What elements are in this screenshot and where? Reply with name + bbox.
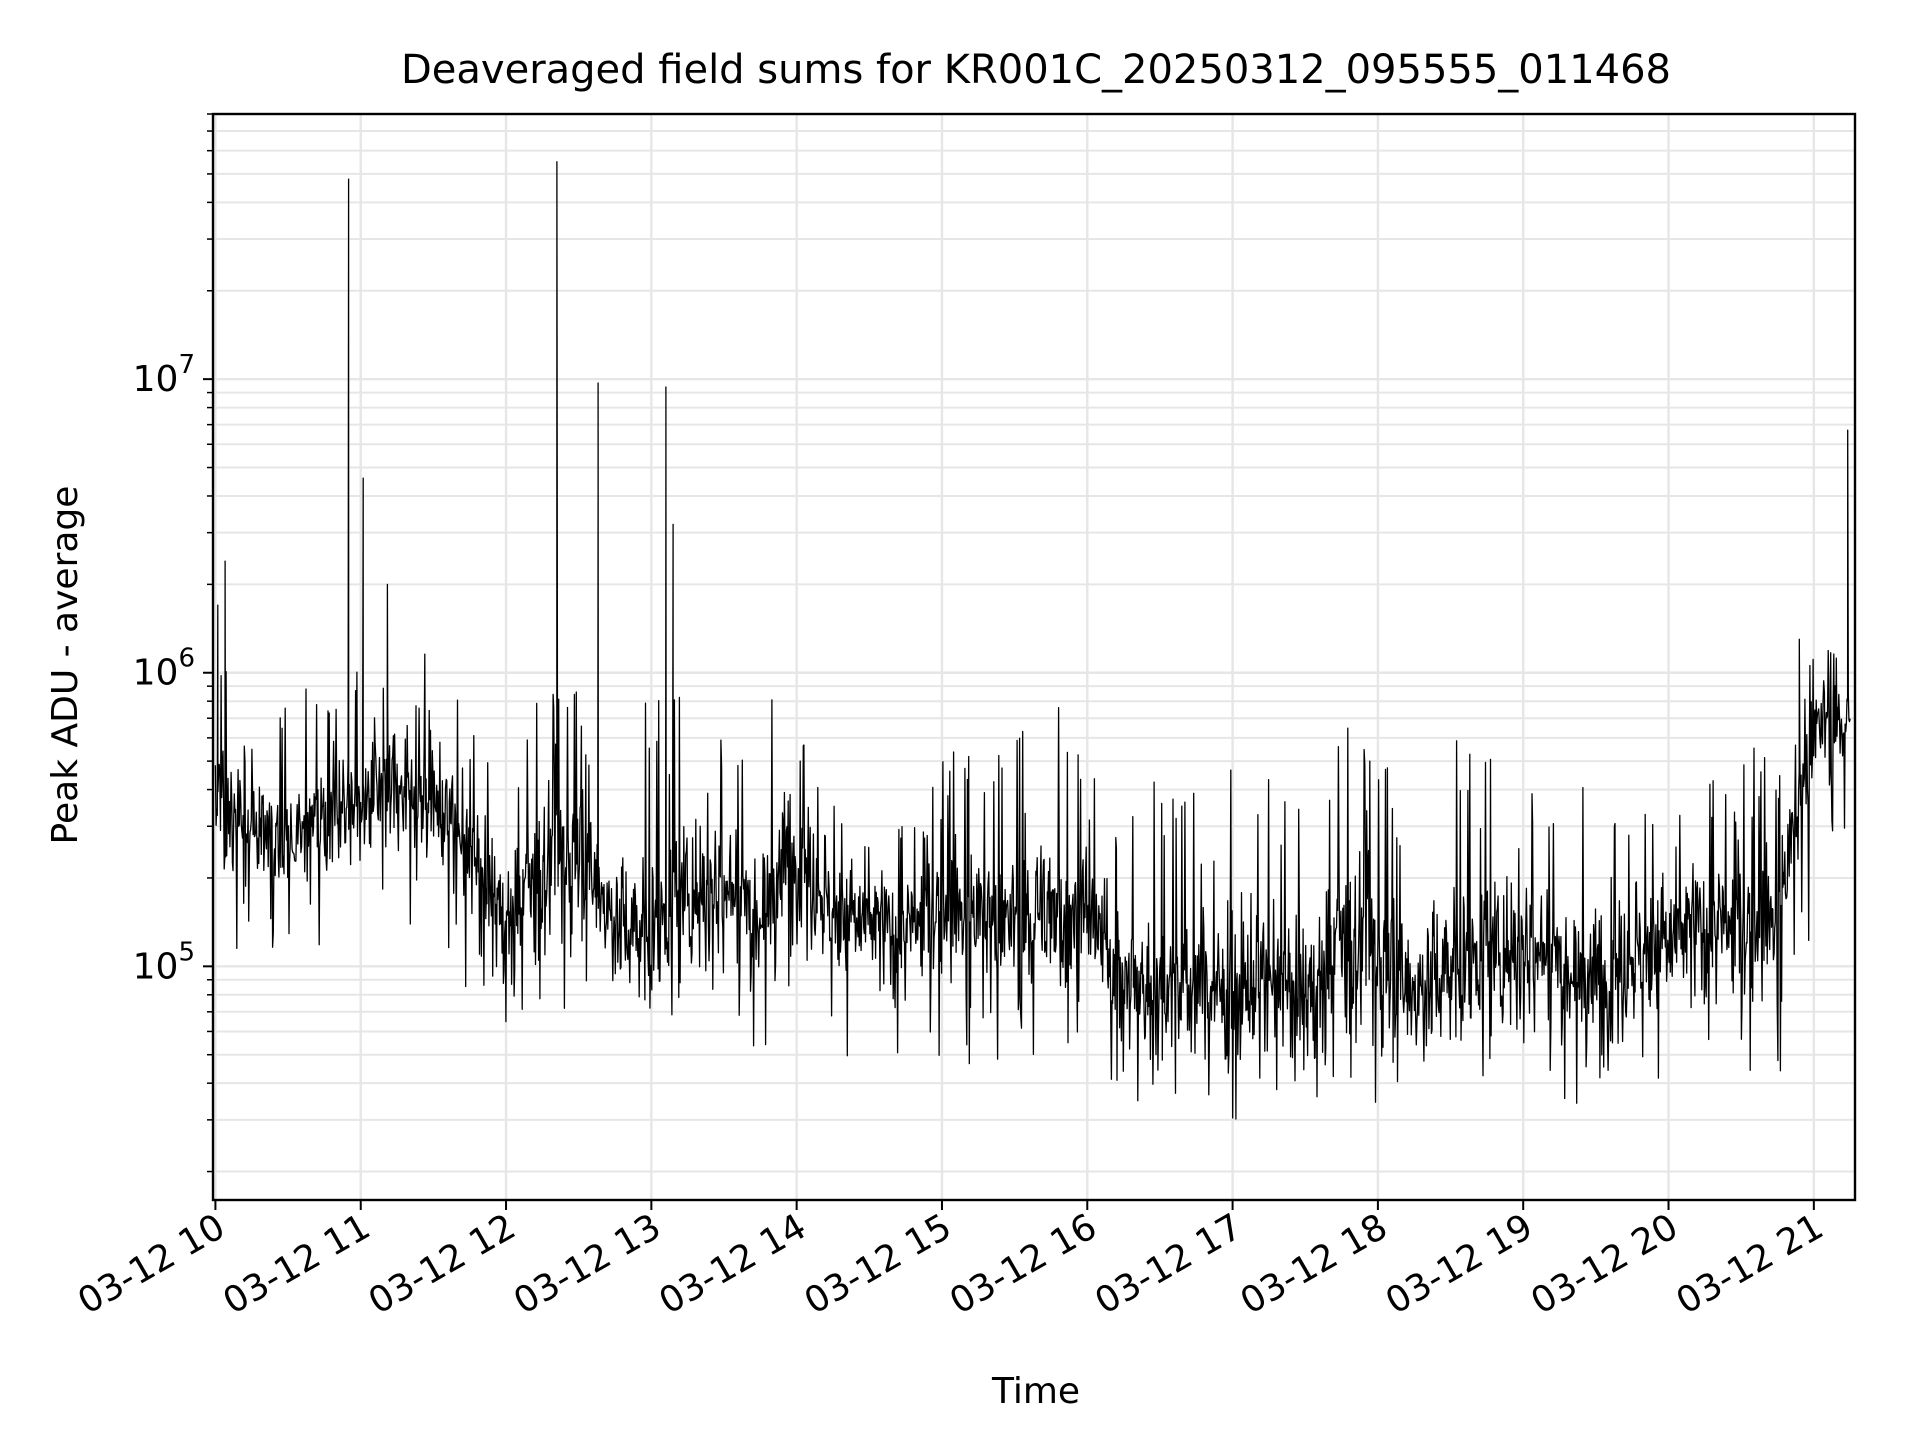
axes-frame <box>211 112 1857 1202</box>
y-tick-label-base: 10 <box>133 946 179 987</box>
y-tick-label-base: 10 <box>133 359 179 400</box>
x-axis-label: Time <box>991 1371 1080 1412</box>
y-axis-label: Peak ADU - average <box>45 486 86 845</box>
series-line <box>214 161 1851 1120</box>
y-tick-label: 106 <box>133 644 195 694</box>
y-tick-label-exponent: 6 <box>178 644 195 674</box>
y-tick-label-exponent: 7 <box>178 350 195 380</box>
plot-frame <box>211 112 1857 1202</box>
y-tick-label-base: 10 <box>133 653 179 694</box>
series-layer <box>214 161 1851 1120</box>
y-tick-label-exponent: 5 <box>178 937 195 967</box>
y-tick-label: 107 <box>133 350 195 400</box>
y-tick-label: 105 <box>133 937 195 987</box>
chart-title: Deaveraged field sums for KR001C_2025031… <box>401 47 1671 93</box>
